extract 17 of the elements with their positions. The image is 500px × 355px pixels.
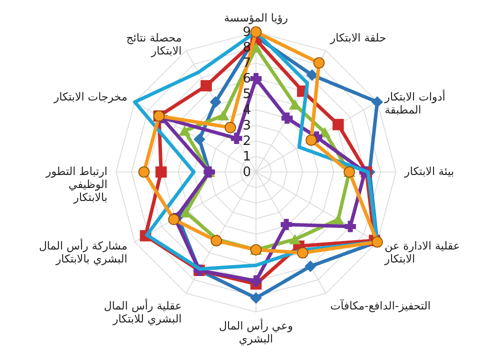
spoke-label: ارتباط التطور الوظيفي بالابتكار: [44, 165, 108, 204]
spoke-label: أدوات الابتكار المطبقة: [384, 90, 446, 117]
spoke-label: وعي رأس المال البشري: [219, 318, 293, 346]
y-tick-label: 9: [242, 25, 251, 40]
y-tick-label: 2: [242, 134, 251, 149]
y-tick-label: 1: [242, 149, 251, 164]
spoke-label: عقلية رأس المال البشري للابتكار: [104, 298, 182, 326]
y-tick-label: 3: [242, 118, 251, 134]
spoke-label: رؤيا المؤسسة: [224, 11, 288, 24]
spoke-label: مخرجات الابتكار: [52, 90, 128, 104]
spoke-label: حلقة الابتكار: [329, 31, 386, 44]
spoke-label: محصلة نتائج الابتكار: [126, 31, 182, 58]
spoke-label: عقلية الادارة عن الابتكار: [384, 239, 460, 266]
spoke-label: التحفيز-الدافع-مكافآت: [330, 298, 431, 313]
spoke-label: بيئة الابتكار: [404, 165, 454, 178]
y-tick-label: 0: [242, 165, 251, 180]
spoke-label: مشاركة رأس المال البشري بالابتكار: [38, 238, 128, 266]
